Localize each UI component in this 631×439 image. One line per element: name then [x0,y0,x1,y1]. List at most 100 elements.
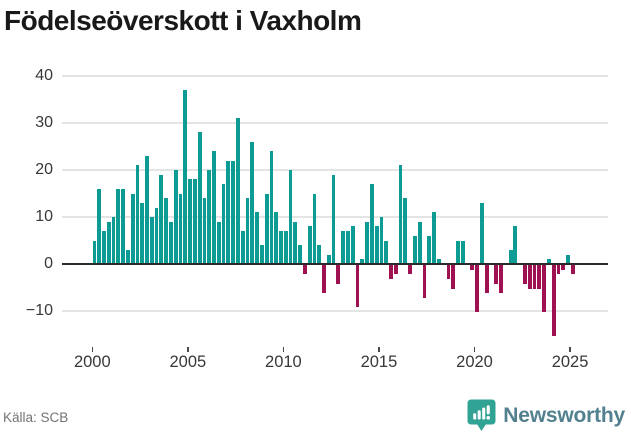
newsworthy-logo[interactable]: Newsworthy [467,399,625,432]
bar [116,188,121,264]
bar [570,265,575,275]
bar [460,240,465,264]
newsworthy-pin-barchart-icon [467,399,496,432]
bar [369,184,374,264]
bar [255,212,259,264]
bar [250,141,255,264]
y-tick-label: 20 [35,161,53,178]
bar [135,165,140,264]
bar [374,226,379,264]
bar [523,265,527,284]
x-tick-label: 2020 [456,353,493,371]
bar [484,265,489,294]
bar [106,221,111,264]
bar [207,170,212,264]
bar [202,198,207,264]
bar [403,198,408,264]
bar [393,265,398,275]
bar [451,265,456,289]
bar [322,265,326,294]
bar [307,226,312,264]
bar [417,221,422,264]
bar [216,221,221,264]
bar [561,265,566,270]
bar [274,212,279,264]
bar [527,265,532,289]
bar [183,90,188,264]
bar [542,265,546,312]
bar [245,198,250,264]
bar [480,202,484,264]
bar [259,245,264,264]
bar [389,265,393,280]
bar [365,221,369,264]
bar [221,184,226,264]
bar [513,226,518,264]
bar [231,160,236,264]
bar [130,193,135,264]
x-tick-mark [282,347,285,352]
bar [312,193,317,264]
bar [192,179,197,264]
bar [288,170,293,264]
bar [149,217,154,264]
bar [279,231,283,264]
y-tick-label: −10 [25,302,53,319]
bar [436,259,441,264]
bar [240,231,245,264]
bar [379,217,384,264]
bar [422,265,427,298]
bar [456,240,460,264]
zero-axis-line [62,262,608,266]
bar [360,259,365,264]
bar [556,265,561,275]
bar [140,202,145,264]
x-tick-mark [473,347,476,352]
bar [331,174,336,264]
bar [92,240,97,264]
x-tick-mark [187,347,189,352]
x-tick-label: 2025 [551,353,589,371]
bar [125,249,130,264]
bar [346,231,350,264]
bar [566,254,570,264]
bar [145,155,149,264]
bar [532,265,537,289]
bar [341,231,346,264]
bar [197,132,202,264]
bar [350,226,355,264]
bar [269,151,274,264]
bar [427,235,432,264]
bar [470,265,475,270]
bar [494,265,499,284]
bar [293,221,298,264]
bar [236,118,240,264]
bar [355,265,360,308]
bar [97,188,102,264]
bar [446,265,451,280]
bar [164,198,169,264]
bar [336,265,341,284]
bar [111,217,116,264]
bar [102,231,106,264]
bar [159,174,164,264]
x-tick-mark [569,347,571,352]
x-tick-label: 2010 [265,353,302,371]
page-title: Födelseöverskott i Vaxholm [4,5,362,36]
bar [432,212,436,264]
y-tick-label: 30 [35,114,53,131]
bar [499,265,503,294]
bar [546,259,551,264]
brand-wordmark: Newsworthy [503,403,625,427]
plot-area [62,66,608,340]
x-tick-label: 2015 [360,353,398,371]
gridline [62,122,608,124]
bar [384,240,389,264]
bar [264,193,269,264]
bar [188,179,192,264]
gridline [62,75,608,77]
bar [169,221,173,264]
bar [283,231,288,264]
bar [226,160,231,264]
